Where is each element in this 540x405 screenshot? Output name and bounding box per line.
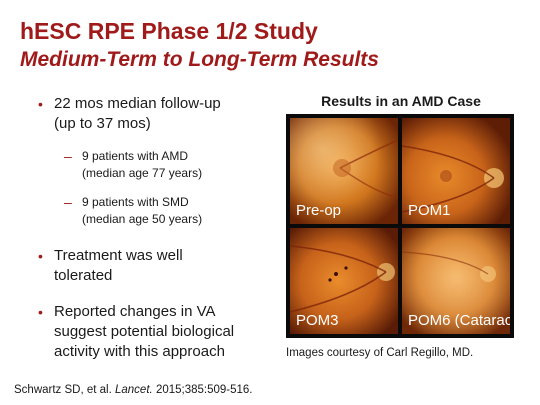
fundus-image-preop: Pre-op — [290, 118, 398, 224]
citation-authors: Schwartz SD, et al. — [14, 384, 112, 396]
bullet-line: tolerated — [54, 267, 113, 284]
subbullet-line: 9 patients with SMD — [82, 195, 189, 209]
fundus-photo — [290, 228, 398, 334]
subbullet-marker: – — [64, 194, 72, 210]
bullet-line: Reported changes in VA — [54, 303, 216, 320]
fundus-photo — [402, 118, 510, 224]
subbullet-line: (median age 77 years) — [82, 166, 203, 180]
image-caption: POM3 — [296, 312, 339, 329]
citation-journal: Lancet. — [115, 384, 153, 396]
fundus-image-pom1: POM1 — [402, 118, 510, 224]
slide-subtitle: Medium-Term to Long-Term Results — [20, 48, 379, 71]
subbullet-text: 9 patients with AMD (median age 77 years… — [82, 148, 272, 182]
subbullet-line: 9 patients with AMD — [82, 149, 189, 163]
citation-details: 2015;385:509-516. — [155, 384, 253, 396]
fundus-image-pom3: POM3 — [290, 228, 398, 334]
subbullet-line: (median age 50 years) — [82, 212, 203, 226]
image-caption: Pre-op — [296, 202, 342, 219]
bullet-text: Treatment was well tolerated — [54, 246, 284, 286]
image-caption: POM6 (Cataract) — [408, 312, 510, 329]
bullet-line: activity with this approach — [54, 343, 225, 360]
fundus-photo — [402, 228, 510, 334]
bullet-marker: • — [38, 304, 43, 320]
bullet-line: suggest potential biological — [54, 323, 235, 340]
panel-title: Results in an AMD Case — [321, 93, 481, 109]
fundus-photo — [290, 118, 398, 224]
image-courtesy: Images courtesy of Carl Regillo, MD. — [286, 347, 474, 359]
bullet-marker: • — [38, 96, 43, 112]
fundus-image-pom6: POM6 (Cataract) — [402, 228, 510, 334]
image-caption: POM1 — [408, 202, 451, 219]
citation: Schwartz SD, et al. Lancet. 2015;385:509… — [14, 383, 253, 397]
subbullet-marker: – — [64, 148, 72, 164]
bullet-text: 22 mos median follow-up (up to 37 mos) — [54, 94, 284, 134]
bullet-marker: • — [38, 248, 43, 264]
bullet-line: Treatment was well — [54, 247, 183, 264]
slide-title: hESC RPE Phase 1/2 Study — [20, 18, 318, 44]
bullet-line: 22 mos median follow-up — [54, 95, 221, 112]
bullet-line: (up to 37 mos) — [54, 115, 151, 132]
fundus-image-grid: Pre-op POM1 — [286, 114, 514, 338]
bullet-text: Reported changes in VA suggest potential… — [54, 302, 284, 362]
subbullet-text: 9 patients with SMD (median age 50 years… — [82, 194, 272, 228]
